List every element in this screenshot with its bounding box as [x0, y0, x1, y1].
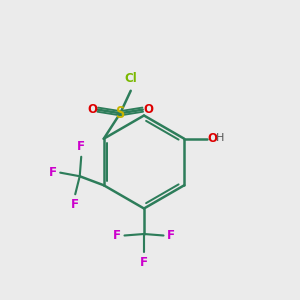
Text: O: O — [208, 132, 218, 145]
Text: F: F — [77, 140, 85, 153]
Text: F: F — [49, 166, 57, 179]
Text: F: F — [167, 229, 175, 242]
Text: O: O — [143, 103, 153, 116]
Text: F: F — [113, 229, 121, 242]
Text: H: H — [216, 133, 225, 143]
Text: F: F — [140, 256, 148, 268]
Text: F: F — [71, 198, 79, 211]
Text: S: S — [116, 106, 125, 121]
Text: Cl: Cl — [124, 72, 137, 85]
Text: O: O — [87, 103, 97, 116]
